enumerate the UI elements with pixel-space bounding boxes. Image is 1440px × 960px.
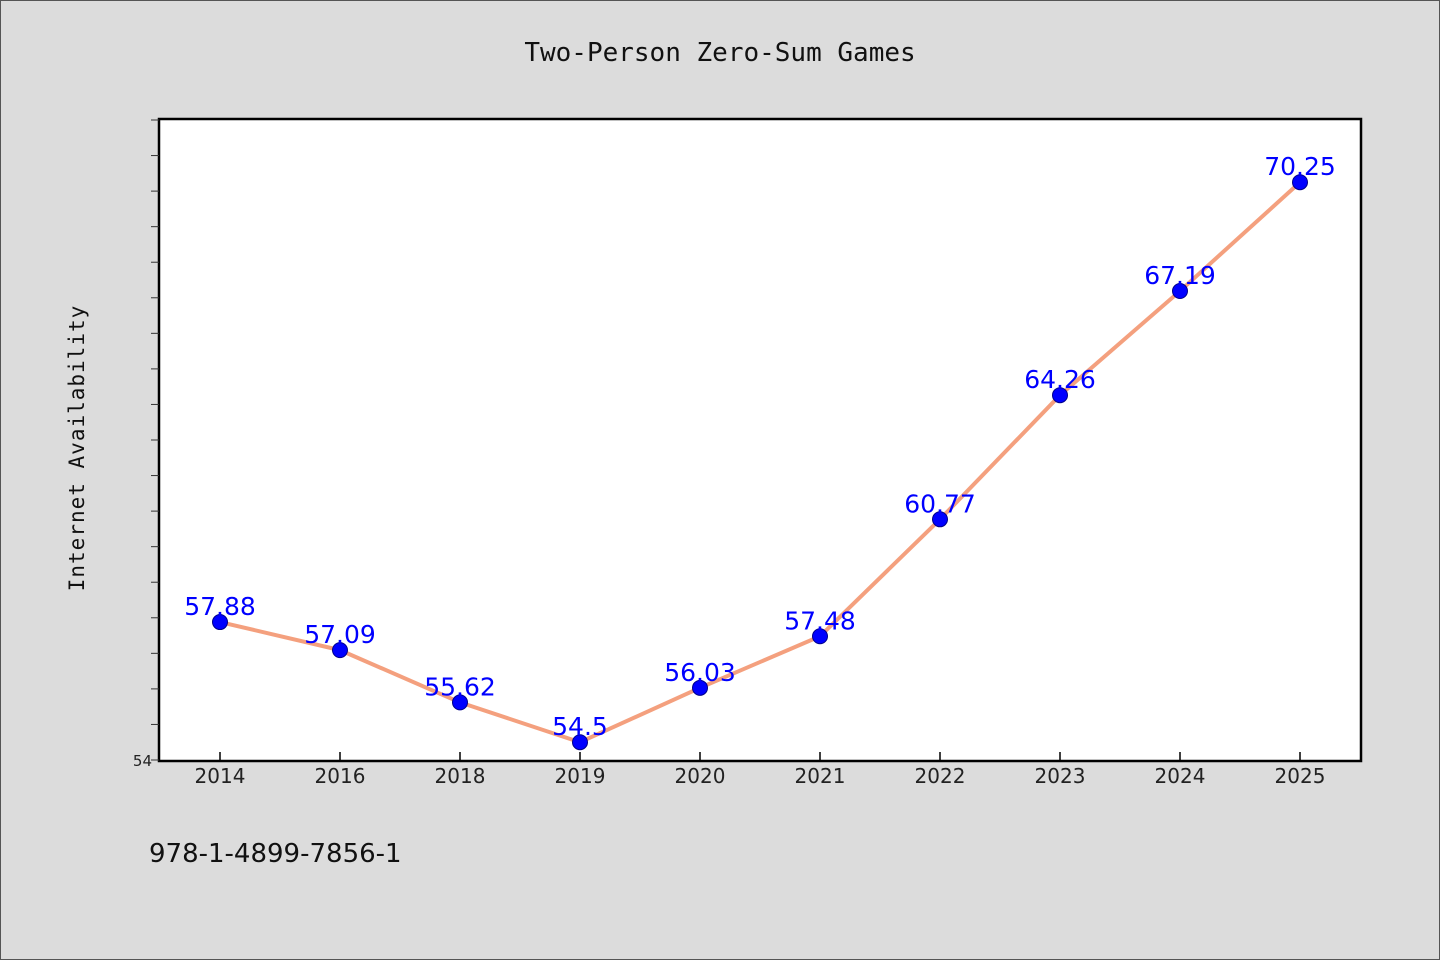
data-label: 70.25 bbox=[1264, 152, 1336, 181]
x-tick-label: 2016 bbox=[315, 764, 366, 788]
data-point bbox=[572, 734, 588, 751]
data-point bbox=[1292, 174, 1308, 191]
data-label: 64.26 bbox=[1024, 365, 1096, 394]
data-label: 57.48 bbox=[784, 606, 856, 635]
x-tick-label: 2014 bbox=[195, 764, 246, 788]
x-tick-label: 2025 bbox=[1275, 764, 1326, 788]
chart-title: Two-Person Zero-Sum Games bbox=[524, 38, 915, 68]
data-label: 56.03 bbox=[664, 658, 736, 687]
x-tick-label: 2018 bbox=[435, 764, 486, 788]
data-point bbox=[1052, 387, 1068, 404]
data-point bbox=[812, 628, 828, 645]
data-label: 57.88 bbox=[184, 592, 256, 621]
data-point bbox=[692, 679, 708, 696]
data-label: 54.5 bbox=[552, 712, 608, 741]
x-tick-label: 2024 bbox=[1155, 764, 1206, 788]
series-line bbox=[218, 180, 1302, 745]
x-tick-label: 2019 bbox=[555, 764, 606, 788]
data-point bbox=[452, 694, 468, 711]
x-tick-label: 2020 bbox=[675, 764, 726, 788]
data-label: 67.19 bbox=[1144, 261, 1216, 290]
y-tick-label: 54 bbox=[133, 752, 152, 770]
data-label: 57.09 bbox=[304, 620, 376, 649]
isbn-footer: 978-1-4899-7856-1 bbox=[149, 839, 402, 869]
data-point bbox=[212, 614, 228, 631]
x-tick-label: 2022 bbox=[915, 764, 966, 788]
x-axis: 2014 2016 2018 2019 2020 2021 2022 2023 2024 2025 bbox=[195, 752, 1326, 788]
plot-area bbox=[157, 117, 1363, 763]
y-axis-ticks bbox=[151, 119, 159, 761]
data-label: 55.62 bbox=[424, 672, 496, 701]
y-axis-label: Internet Availability bbox=[65, 305, 89, 592]
data-point bbox=[1172, 283, 1188, 300]
data-label: 60.77 bbox=[904, 489, 976, 518]
data-point bbox=[932, 511, 948, 528]
series-layer: 57.88 57.09 55.62 54.5 56.03 57.48 60.77 64.26 6… bbox=[184, 152, 1336, 751]
x-tick-label: 2021 bbox=[795, 764, 846, 788]
x-tick-label: 2023 bbox=[1035, 764, 1086, 788]
data-point bbox=[332, 642, 348, 659]
